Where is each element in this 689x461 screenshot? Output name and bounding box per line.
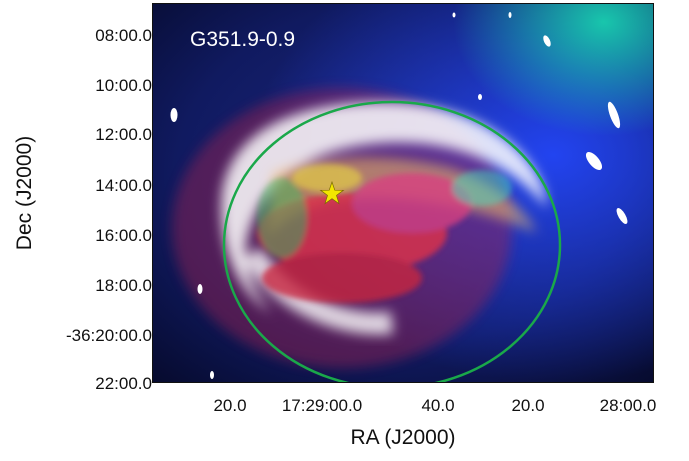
x-axis-label: RA (J2000)	[350, 426, 456, 449]
multicolor-map	[152, 3, 654, 383]
ra-tick: 28:00.0	[599, 396, 657, 415]
dec-tick: 12:00.0	[95, 125, 152, 144]
dec-tick: 10:00.0	[95, 76, 152, 95]
star-icon	[319, 180, 345, 205]
dec-tick: 08:00.0	[95, 26, 152, 45]
dec-tick: 14:00.0	[95, 176, 152, 195]
radio-image	[152, 3, 654, 383]
figure-title: G351.9-0.9	[190, 28, 296, 51]
dec-tick: 22:00.0	[95, 374, 152, 393]
ra-tick: 40.0	[421, 396, 455, 415]
y-axis-label: Dec (J2000)	[13, 135, 36, 251]
dec-tick: 16:00.0	[95, 226, 152, 245]
ra-tick: 20.0	[511, 396, 545, 415]
dec-tick: 18:00.0	[95, 276, 152, 295]
ra-tick: 17:29:00.0	[281, 396, 363, 415]
ra-tick: 20.0	[213, 396, 247, 415]
dec-tick: -36:20:00.0	[65, 326, 152, 345]
source-ellipse	[222, 100, 562, 383]
